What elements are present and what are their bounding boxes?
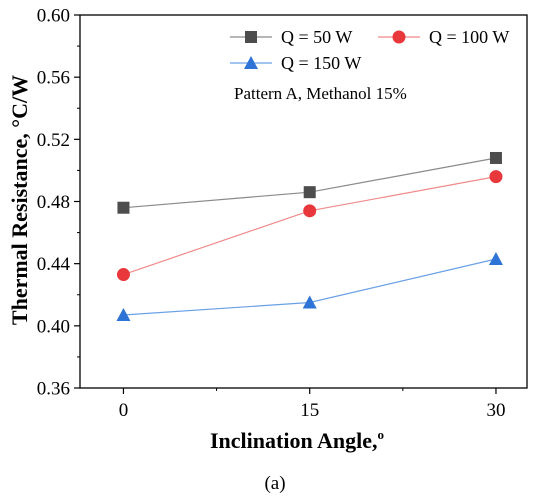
legend-marker-square xyxy=(245,31,257,43)
y-tick-label: 0.52 xyxy=(37,130,70,151)
x-axis-label-text: Inclination Angle, xyxy=(210,428,377,453)
series-1 xyxy=(116,170,503,282)
data-point xyxy=(302,295,317,309)
annotation: Pattern A, Methanol 15% xyxy=(234,84,407,103)
data-point xyxy=(488,252,503,266)
panel-label: (a) xyxy=(264,473,285,494)
x-axis-label-superscript: o xyxy=(377,427,384,442)
series-line xyxy=(123,157,497,209)
y-axis-label: Thermal Resistance, °C/W xyxy=(7,75,32,325)
axis-ticks: 0.36 0.40 0.44 0.48 0.52 0.56 0.60 0 15 30 xyxy=(37,6,506,422)
x-axis-label: Inclination Angle,o xyxy=(210,427,384,453)
series-0 xyxy=(117,151,502,214)
y-tick-label: 0.48 xyxy=(37,192,70,213)
x-tick-label: 15 xyxy=(300,400,319,421)
series-2 xyxy=(116,252,503,321)
legend-marker-circle xyxy=(392,30,406,44)
y-tick-label: 0.40 xyxy=(37,316,70,337)
legend-item-100w: Q = 100 W xyxy=(378,27,509,47)
data-point xyxy=(116,307,131,321)
y-tick-label: 0.56 xyxy=(37,68,70,89)
legend-label-150w: Q = 150 W xyxy=(281,53,361,73)
x-tick-label: 30 xyxy=(486,400,505,421)
legend-item-50w: Q = 50 W xyxy=(230,27,352,47)
data-point xyxy=(117,201,130,214)
y-tick-label: 0.36 xyxy=(37,379,70,400)
legend-item-150w: Q = 150 W xyxy=(230,53,361,73)
legend-marker-triangle xyxy=(244,56,258,69)
x-tick-label: 0 xyxy=(119,400,129,421)
legend: Q = 50 W Q = 100 W Q = 150 W xyxy=(230,27,509,73)
legend-label-100w: Q = 100 W xyxy=(429,27,509,47)
y-tick-label: 0.60 xyxy=(37,6,70,27)
data-point xyxy=(116,268,130,282)
data-point xyxy=(489,170,503,184)
y-tick-label: 0.44 xyxy=(37,254,71,275)
legend-label-50w: Q = 50 W xyxy=(281,27,352,47)
data-point xyxy=(303,204,317,218)
data-point xyxy=(303,186,316,199)
series-group xyxy=(116,151,503,321)
data-point xyxy=(489,151,502,164)
